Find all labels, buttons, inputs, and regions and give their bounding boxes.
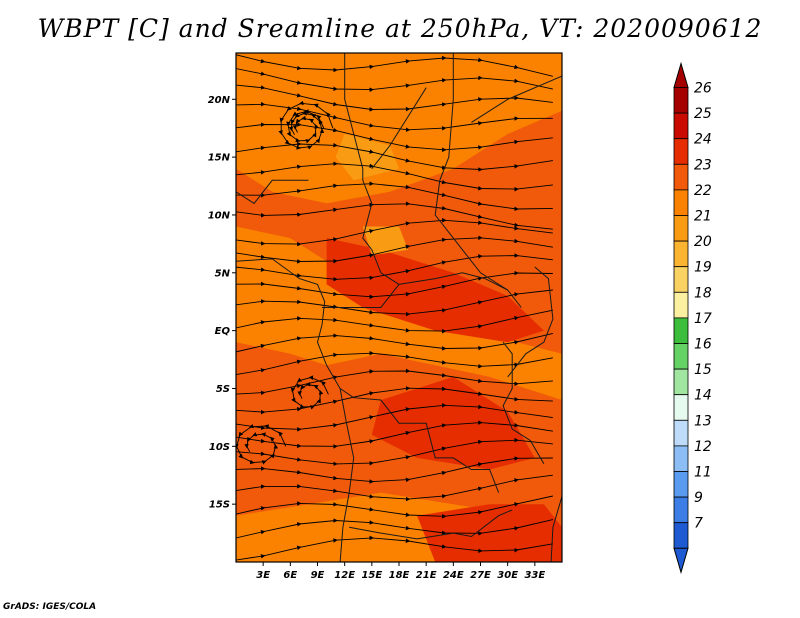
x-tick-label: 12E	[334, 570, 355, 581]
streamline-vortex-coast	[290, 375, 329, 410]
streamline	[236, 495, 553, 519]
x-tick-label: 3E	[256, 570, 270, 581]
colorbar-label: 18	[694, 285, 712, 301]
colorbar-swatch	[673, 343, 689, 370]
colorbar-swatch	[673, 445, 689, 472]
streamline	[236, 474, 553, 502]
y-axis-ticks: 20N 15N 10N 5N EQ 5S 10S 15S	[208, 95, 236, 511]
grads-credit: GrADS: IGES/COLA	[3, 602, 97, 612]
colorbar-label: 15	[694, 362, 712, 378]
border-great-lakes	[502, 341, 545, 464]
coastline-east	[550, 494, 562, 562]
border-cameroon-congo	[322, 284, 400, 308]
x-tick-label: 24E	[443, 570, 464, 581]
colorbar-bottom-arrow	[673, 547, 689, 575]
x-tick-label: 21E	[416, 570, 437, 581]
border-niger-chad	[344, 53, 400, 285]
streamline-vortex-north	[286, 109, 325, 144]
colorbar-label: 13	[694, 413, 712, 429]
x-tick-label: 6E	[283, 570, 297, 581]
colorbar-label: 16	[694, 337, 712, 353]
colorbar-label: 19	[694, 260, 712, 276]
colorbar-swatch	[673, 291, 689, 319]
colorbar-swatch	[673, 189, 689, 216]
streamline	[236, 350, 553, 376]
streamlines	[236, 54, 554, 561]
colorbar-swatch	[673, 419, 689, 447]
colorbar-label: 23	[694, 157, 712, 173]
y-tick-label: EQ	[215, 326, 231, 337]
chart-title: WBPT [C] and Sreamline at 250hPa, VT: 20…	[37, 14, 763, 43]
y-tick-label: 5N	[215, 268, 231, 279]
x-tick-label: 33E	[524, 570, 545, 581]
border-sudan-north	[471, 75, 562, 123]
y-tick-label: 20N	[208, 95, 231, 106]
colorbar-swatch	[673, 240, 689, 268]
colorbar-label: 20	[694, 234, 712, 250]
y-tick-label: 15N	[208, 153, 231, 164]
y-tick-label: 15S	[209, 500, 230, 511]
colorbar-label: 17	[694, 311, 712, 327]
y-tick-label: 10N	[208, 210, 231, 221]
streamline	[236, 518, 554, 539]
colorbar-label: 12	[694, 439, 712, 455]
colorbar-swatch	[673, 496, 689, 524]
x-axis-ticks: 3E 6E 9E 12E 15E 18E 21E 24E 27E 30E 33E	[256, 562, 545, 581]
colorbar-label: 24	[694, 132, 712, 148]
x-tick-label: 15E	[361, 570, 382, 581]
colorbar-swatch	[673, 112, 689, 140]
colorbar-label: 26	[694, 81, 712, 97]
colorbar-swatch	[673, 368, 689, 396]
streamline-vortex-south	[236, 423, 287, 465]
colorbar-swatch	[673, 87, 689, 114]
y-tick-label: 5S	[216, 384, 230, 395]
colorbar-swatch	[673, 317, 689, 344]
colorbar-swatch	[673, 266, 689, 293]
colorbar-swatch	[673, 471, 689, 498]
border-chad-interior	[371, 87, 427, 170]
colorbar-swatch	[673, 138, 689, 165]
y-tick-label: 10S	[209, 442, 230, 453]
streamline	[236, 535, 553, 561]
streamline	[236, 54, 554, 77]
field-patch-warm-sw	[417, 504, 562, 562]
colorbar-label: 14	[694, 388, 712, 404]
border-niger-south	[236, 179, 309, 205]
x-tick-label: 27E	[470, 570, 491, 581]
streamline	[236, 289, 553, 317]
country-borders	[236, 53, 562, 562]
border-angola-drc	[339, 388, 500, 493]
coastline-west	[236, 258, 355, 562]
border-car-drc	[398, 272, 522, 308]
colorbar-label: 22	[694, 183, 712, 199]
streamline	[236, 309, 553, 334]
x-tick-label: 18E	[389, 570, 410, 581]
border-uganda-kenya	[507, 266, 554, 378]
colorbar-top-arrow	[673, 61, 689, 88]
wbpt-field	[236, 53, 562, 562]
colorbar-label: 21	[694, 209, 712, 225]
colorbar-label: 11	[694, 465, 712, 481]
x-tick-label: 30E	[497, 570, 518, 581]
border-chad-sudan	[434, 53, 508, 291]
border-angola-zambia	[349, 509, 513, 540]
colorbar-label: 9	[694, 490, 703, 506]
colorbar-swatch	[673, 394, 689, 421]
colorbar-swatch	[673, 163, 689, 191]
colorbar-swatch	[673, 215, 689, 242]
colorbar-label: 25	[694, 106, 712, 122]
streamline	[236, 332, 554, 353]
colorbar-swatch	[673, 522, 689, 549]
colorbar-label: 7	[694, 516, 703, 532]
x-tick-label: 9E	[311, 570, 325, 581]
colorbar: 26 25 24 23 22 21 20 19 18 17 16 15 14 13 12 11 9 7	[673, 61, 712, 575]
